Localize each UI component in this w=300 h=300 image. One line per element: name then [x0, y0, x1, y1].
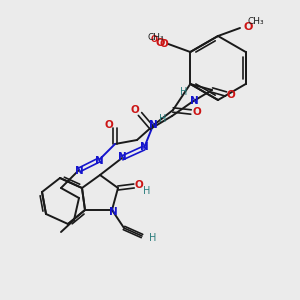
Text: H: H [180, 87, 188, 97]
Text: N: N [190, 96, 198, 106]
Text: CH₃: CH₃ [148, 32, 165, 41]
Text: O: O [151, 35, 158, 44]
Text: H: H [149, 233, 157, 243]
Text: N: N [109, 207, 117, 217]
Text: O: O [193, 107, 201, 117]
Text: O: O [130, 105, 140, 115]
Text: H: H [159, 114, 167, 124]
Text: O: O [105, 120, 113, 130]
Text: O: O [156, 38, 165, 48]
Text: N: N [140, 142, 148, 152]
Text: N: N [118, 152, 126, 162]
Text: H: H [143, 186, 151, 196]
Text: N: N [75, 166, 83, 176]
Text: O: O [243, 22, 252, 32]
Text: O: O [226, 90, 236, 100]
Text: N: N [94, 156, 103, 166]
Text: CH₃: CH₃ [248, 16, 264, 26]
Text: O: O [135, 180, 143, 190]
Text: O: O [160, 39, 169, 49]
Text: N: N [148, 120, 158, 130]
